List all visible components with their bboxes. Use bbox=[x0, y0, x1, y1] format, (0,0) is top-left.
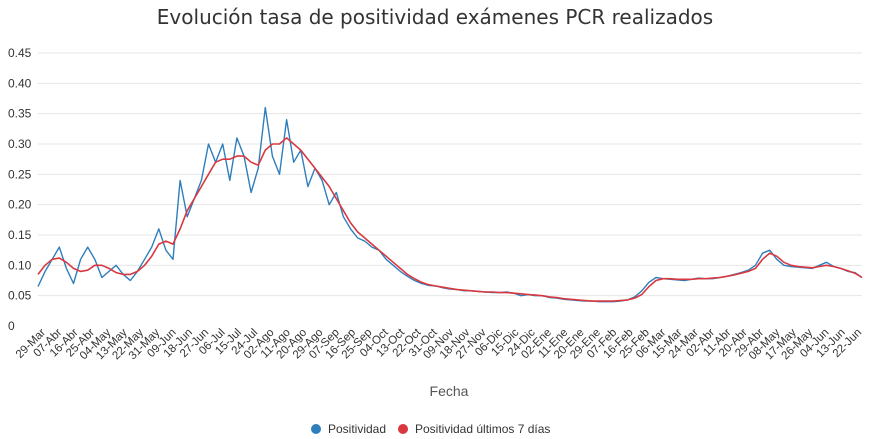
y-tick-label: 0.45 bbox=[8, 46, 32, 60]
x-axis: 29-Mar07-Abr16-Abr25-Abr04-May13-May22-M… bbox=[14, 326, 864, 362]
legend-label-positividad: Positividad bbox=[328, 422, 386, 436]
y-tick-label: 0.10 bbox=[8, 258, 32, 272]
legend: Positividad Positividad últimos 7 días bbox=[311, 422, 550, 436]
legend-marker-positividad bbox=[311, 424, 321, 434]
y-tick-label: 0.25 bbox=[8, 167, 32, 181]
y-tick-label: 0.35 bbox=[8, 107, 32, 121]
legend-label-positividad-7-dias: Positividad últimos 7 días bbox=[415, 422, 550, 436]
y-tick-label: 0 bbox=[8, 319, 15, 333]
y-tick-label: 0.20 bbox=[8, 198, 32, 212]
y-tick-label: 0.15 bbox=[8, 228, 32, 242]
legend-item-positividad[interactable]: Positividad bbox=[311, 422, 386, 436]
y-tick-label: 0.30 bbox=[8, 137, 32, 151]
legend-item-positividad-7-dias[interactable]: Positividad últimos 7 días bbox=[398, 422, 550, 436]
y-tick-label: 0.40 bbox=[8, 76, 32, 90]
grid-layer bbox=[38, 52, 862, 297]
legend-marker-positividad-7-dias bbox=[398, 424, 408, 434]
series-layer bbox=[37, 106, 863, 303]
y-axis: 0 0.05 0.10 0.15 0.20 0.25 0.30 0.35 0.40 0.45 bbox=[8, 46, 32, 333]
x-axis-label: Fecha bbox=[430, 383, 469, 399]
chart-title: Evolución tasa de positividad exámenes P… bbox=[157, 5, 713, 29]
y-tick-label: 0.05 bbox=[8, 289, 32, 303]
series-line-positividad-7-dias[interactable] bbox=[37, 137, 863, 302]
